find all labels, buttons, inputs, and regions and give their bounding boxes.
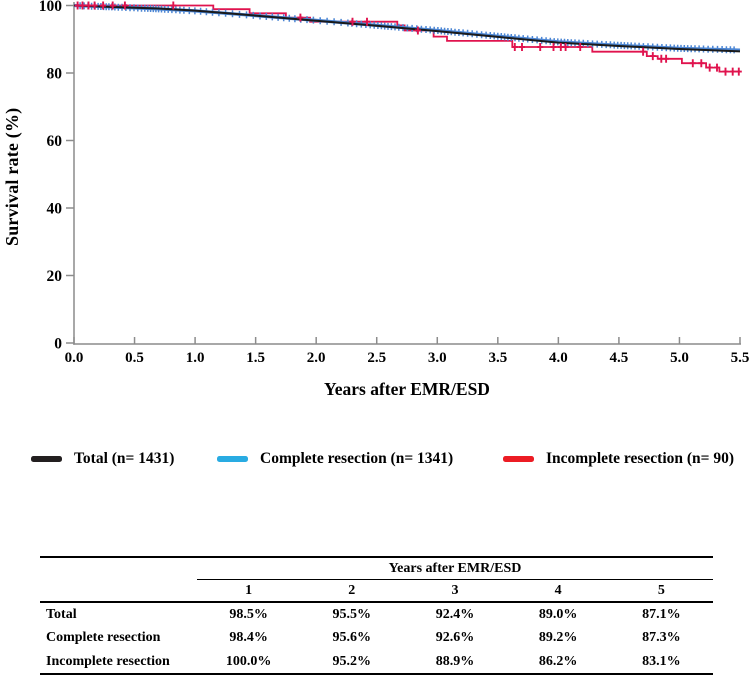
table-year-header-row: 1 2 3 4 5 — [40, 579, 713, 603]
table-corner-cell-2 — [40, 579, 197, 603]
svg-text:0: 0 — [54, 336, 62, 353]
chart-area: 0 20 40 60 80 100 0.0 0.5 1.0 1.5 2.0 2.5 3.0 3.5 4.0 4… — [2, 0, 750, 399]
svg-text:100: 100 — [39, 0, 63, 15]
legend-label-incomplete-resection: Incomplete resection (n= 90) — [546, 450, 735, 467]
svg-text:4.0: 4.0 — [549, 350, 568, 366]
svg-text:2.5: 2.5 — [367, 350, 386, 366]
svg-text:3.0: 3.0 — [428, 350, 447, 366]
table-row-complete-resection: Complete resection 98.4% 95.6% 92.6% 89.… — [40, 626, 713, 650]
curve-incomplete-resection — [74, 4, 740, 73]
svg-text:80: 80 — [47, 66, 63, 83]
table-col-year-5: 5 — [609, 579, 713, 603]
complete-year3: 92.6% — [435, 630, 475, 645]
table-row-total: Total 98.5% 95.5% 92.4% 89.0% 87.1% — [40, 602, 713, 626]
legend-item-incomplete-resection: Incomplete resection (n= 90) — [503, 448, 734, 470]
total-year3: 92.4% — [435, 606, 475, 622]
legend-swatch-complete-resection — [217, 456, 248, 462]
svg-text:40: 40 — [47, 201, 63, 218]
axes — [73, 2, 741, 345]
y-axis-ticks: 0 20 40 60 80 100 — [39, 0, 74, 353]
table-row-incomplete-resection: Incomplete resection 100.0% 95.2% 88.9% … — [40, 650, 713, 675]
row-label-incomplete-resection: Incomplete resection — [40, 650, 197, 675]
censor-marks-incomplete-resection — [74, 1, 742, 76]
incomplete-year4: 86.2% — [506, 650, 610, 675]
svg-text:0.0: 0.0 — [65, 350, 84, 366]
table-col-year-3: 3 — [403, 579, 507, 603]
legend-item-complete-resection: Complete resection (n= 1341) — [217, 448, 453, 470]
curve-total — [73, 4, 741, 53]
incomplete-year2: 95.2% — [300, 650, 404, 675]
table-col-year-4: 4 — [506, 579, 610, 603]
svg-text:1.0: 1.0 — [186, 350, 205, 366]
total-year5: 87.1% — [642, 606, 681, 622]
table-col-year-2: 2 — [300, 579, 404, 603]
x-axis-title: Years after EMR/ESD — [324, 379, 490, 399]
svg-text:5.5: 5.5 — [731, 350, 750, 366]
row-label-complete-resection: Complete resection — [46, 630, 161, 645]
row-label-total: Total — [46, 606, 77, 622]
legend-swatch-incomplete-resection — [503, 456, 534, 462]
legend-label-total: Total (n= 1431) — [74, 450, 175, 467]
total-year4: 89.0% — [538, 606, 578, 622]
table-col-year-1: 1 — [197, 579, 301, 603]
table-group-header-row: Years after EMR/ESD — [40, 556, 713, 580]
y-axis-title: Survival rate (%) — [2, 107, 22, 247]
complete-year4: 89.2% — [538, 630, 578, 645]
svg-text:3.5: 3.5 — [488, 350, 507, 366]
svg-text:2.0: 2.0 — [307, 350, 326, 366]
table-corner-cell — [40, 556, 197, 580]
svg-text:20: 20 — [47, 268, 63, 285]
survival-plot: 0 20 40 60 80 100 0.0 0.5 1.0 1.5 2.0 2.5 3.0 3.5 4.0 4… — [39, 0, 750, 366]
svg-text:60: 60 — [47, 133, 63, 150]
incomplete-year1: 100.0% — [197, 650, 301, 675]
svg-text:1.5: 1.5 — [246, 350, 265, 366]
svg-text:4.5: 4.5 — [610, 350, 629, 366]
svg-text:0.5: 0.5 — [125, 350, 144, 366]
legend-swatch-total — [31, 456, 62, 462]
table-group-header: Years after EMR/ESD — [197, 556, 713, 580]
survival-rate-table: Years after EMR/ESD 1 2 3 4 5 Total 98.5… — [40, 556, 713, 675]
complete-year2: 95.6% — [332, 630, 372, 645]
x-axis-ticks: 0.0 0.5 1.0 1.5 2.0 2.5 3.0 3.5 4.0 4.5 5.0 5.5 — [65, 337, 750, 366]
incomplete-year5: 83.1% — [609, 650, 713, 675]
incomplete-year3: 88.9% — [403, 650, 507, 675]
complete-year5: 87.3% — [642, 630, 681, 645]
legend-label-complete-resection: Complete resection (n= 1341) — [260, 450, 454, 467]
legend-item-total: Total (n= 1431) — [31, 448, 174, 470]
legend: Total (n= 1431) Complete resection (n= 1… — [0, 448, 751, 472]
total-year2: 95.5% — [332, 606, 372, 622]
complete-year1: 98.4% — [229, 630, 268, 645]
total-year1: 98.5% — [229, 606, 268, 622]
svg-text:5.0: 5.0 — [670, 350, 689, 366]
